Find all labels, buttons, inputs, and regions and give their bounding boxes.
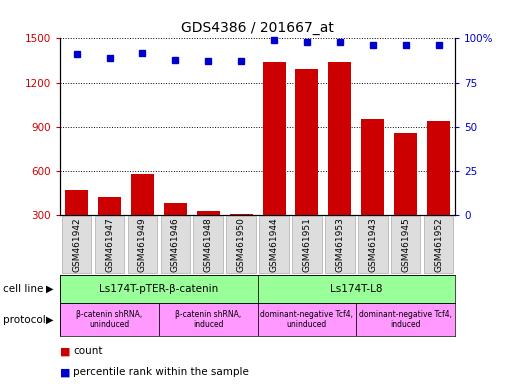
FancyBboxPatch shape bbox=[424, 216, 453, 273]
Text: ▶: ▶ bbox=[46, 284, 53, 294]
Bar bbox=[197, 210, 220, 215]
FancyBboxPatch shape bbox=[325, 216, 355, 273]
FancyBboxPatch shape bbox=[95, 216, 124, 273]
Text: GSM461951: GSM461951 bbox=[302, 217, 311, 272]
FancyBboxPatch shape bbox=[356, 303, 455, 336]
Text: count: count bbox=[73, 346, 103, 356]
Text: GSM461945: GSM461945 bbox=[401, 217, 410, 272]
FancyBboxPatch shape bbox=[257, 303, 356, 336]
FancyBboxPatch shape bbox=[292, 216, 322, 273]
Text: ■: ■ bbox=[60, 346, 71, 356]
Text: ■: ■ bbox=[60, 367, 71, 377]
Text: Ls174T-L8: Ls174T-L8 bbox=[330, 284, 382, 294]
FancyBboxPatch shape bbox=[358, 216, 388, 273]
Text: GSM461944: GSM461944 bbox=[269, 217, 279, 272]
FancyBboxPatch shape bbox=[128, 216, 157, 273]
Title: GDS4386 / 201667_at: GDS4386 / 201667_at bbox=[181, 21, 334, 35]
FancyBboxPatch shape bbox=[62, 216, 92, 273]
Text: GSM461949: GSM461949 bbox=[138, 217, 147, 272]
Text: GSM461943: GSM461943 bbox=[368, 217, 377, 272]
FancyBboxPatch shape bbox=[60, 275, 257, 303]
Bar bbox=[98, 197, 121, 215]
Bar bbox=[263, 62, 286, 215]
Text: GSM461952: GSM461952 bbox=[434, 217, 443, 272]
FancyBboxPatch shape bbox=[60, 303, 159, 336]
Text: percentile rank within the sample: percentile rank within the sample bbox=[73, 367, 249, 377]
Text: β-catenin shRNA,
induced: β-catenin shRNA, induced bbox=[175, 310, 241, 329]
FancyBboxPatch shape bbox=[159, 303, 257, 336]
FancyBboxPatch shape bbox=[226, 216, 256, 273]
Bar bbox=[328, 62, 351, 215]
Bar bbox=[131, 174, 154, 215]
FancyBboxPatch shape bbox=[259, 216, 289, 273]
Bar bbox=[394, 132, 417, 215]
FancyBboxPatch shape bbox=[161, 216, 190, 273]
Bar bbox=[295, 69, 319, 215]
Bar bbox=[164, 203, 187, 215]
Bar bbox=[361, 119, 384, 215]
Text: Ls174T-pTER-β-catenin: Ls174T-pTER-β-catenin bbox=[99, 284, 219, 294]
Text: GSM461953: GSM461953 bbox=[335, 217, 344, 272]
Bar bbox=[427, 121, 450, 215]
Text: GSM461946: GSM461946 bbox=[171, 217, 180, 272]
Text: ▶: ▶ bbox=[46, 314, 53, 325]
Text: GSM461947: GSM461947 bbox=[105, 217, 114, 272]
Text: GSM461950: GSM461950 bbox=[236, 217, 246, 272]
FancyBboxPatch shape bbox=[257, 275, 455, 303]
Text: GSM461942: GSM461942 bbox=[72, 217, 81, 272]
Text: GSM461948: GSM461948 bbox=[204, 217, 213, 272]
Text: cell line: cell line bbox=[3, 284, 43, 294]
Bar bbox=[65, 190, 88, 215]
Text: protocol: protocol bbox=[3, 314, 46, 325]
FancyBboxPatch shape bbox=[391, 216, 420, 273]
Bar bbox=[230, 214, 253, 215]
FancyBboxPatch shape bbox=[194, 216, 223, 273]
Text: dominant-negative Tcf4,
induced: dominant-negative Tcf4, induced bbox=[359, 310, 452, 329]
Text: dominant-negative Tcf4,
uninduced: dominant-negative Tcf4, uninduced bbox=[260, 310, 354, 329]
Text: β-catenin shRNA,
uninduced: β-catenin shRNA, uninduced bbox=[76, 310, 143, 329]
